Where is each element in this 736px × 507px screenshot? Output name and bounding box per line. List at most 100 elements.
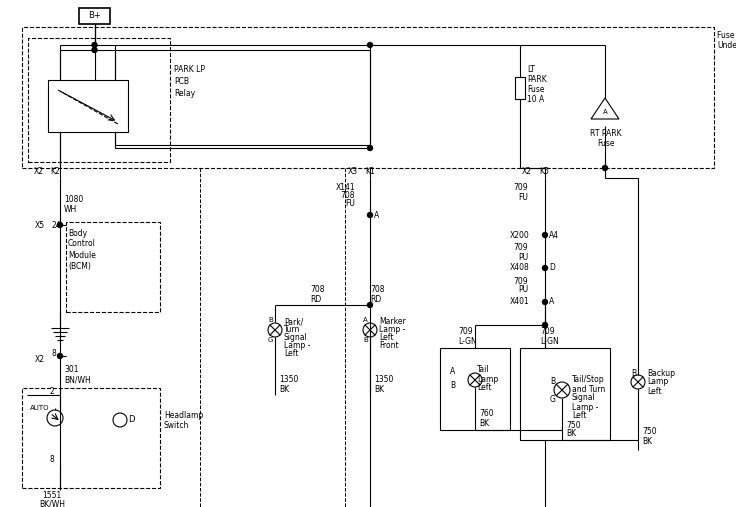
Text: 8: 8 — [49, 455, 54, 464]
Text: Left: Left — [572, 412, 587, 420]
Text: BK: BK — [479, 418, 489, 427]
Text: 10 A: 10 A — [527, 95, 544, 104]
Text: 301: 301 — [64, 366, 79, 375]
Text: FU: FU — [345, 199, 355, 208]
Bar — [28, 38, 170, 162]
Text: PU: PU — [518, 285, 528, 295]
Text: 709: 709 — [514, 243, 528, 252]
Text: G: G — [549, 394, 555, 404]
Circle shape — [92, 43, 97, 48]
Circle shape — [57, 353, 63, 358]
Text: X3: X3 — [348, 167, 358, 176]
Circle shape — [542, 266, 548, 271]
Text: RD: RD — [370, 296, 381, 305]
Circle shape — [603, 165, 607, 170]
Text: X408: X408 — [510, 264, 530, 272]
Text: X200: X200 — [510, 231, 530, 239]
Text: K1: K1 — [365, 167, 375, 176]
Text: Fuse: Fuse — [597, 138, 615, 148]
Text: PU: PU — [518, 252, 528, 262]
Text: D: D — [549, 264, 555, 272]
Text: A: A — [364, 317, 368, 323]
Text: BK: BK — [279, 385, 289, 394]
Text: A: A — [603, 109, 607, 115]
Text: A: A — [450, 368, 456, 377]
Bar — [515, 77, 525, 99]
Text: X401: X401 — [510, 298, 530, 307]
Text: 708: 708 — [341, 191, 355, 199]
Text: 750: 750 — [566, 420, 581, 429]
Circle shape — [92, 48, 97, 53]
Text: Left: Left — [284, 348, 299, 357]
Circle shape — [542, 322, 548, 328]
Text: Lamp -: Lamp - — [284, 341, 311, 349]
Text: B: B — [450, 380, 455, 389]
Text: Lamp -: Lamp - — [379, 324, 406, 334]
Text: L-GN: L-GN — [458, 337, 477, 345]
Text: L-GN: L-GN — [540, 337, 559, 345]
Text: PARK LP: PARK LP — [174, 65, 205, 75]
Text: LT: LT — [527, 65, 535, 75]
Text: A4: A4 — [549, 231, 559, 239]
Text: G: G — [268, 337, 273, 343]
Text: Tail: Tail — [477, 366, 489, 375]
Text: 708: 708 — [370, 285, 384, 295]
Text: WH: WH — [64, 205, 77, 214]
Bar — [48, 80, 128, 132]
Text: 1350: 1350 — [279, 376, 298, 384]
Text: B: B — [631, 369, 636, 378]
Text: B+: B+ — [88, 12, 101, 20]
Circle shape — [367, 43, 372, 48]
Text: Underhood: Underhood — [717, 42, 736, 51]
Text: 709: 709 — [458, 328, 473, 337]
Circle shape — [57, 223, 63, 228]
Text: Headlamp: Headlamp — [164, 411, 203, 419]
Text: 2: 2 — [49, 387, 54, 396]
Text: PARK: PARK — [527, 76, 547, 85]
Text: Signal: Signal — [284, 333, 308, 342]
Text: Relay: Relay — [174, 89, 195, 97]
Text: BK: BK — [374, 385, 384, 394]
Text: 1080: 1080 — [64, 196, 83, 204]
Text: Park/: Park/ — [284, 317, 303, 327]
Text: RD: RD — [310, 296, 321, 305]
Text: Tail/Stop: Tail/Stop — [572, 376, 605, 384]
Text: 709: 709 — [540, 328, 555, 337]
Text: X5: X5 — [35, 221, 45, 230]
Text: X2: X2 — [35, 355, 45, 365]
Text: AUTO: AUTO — [30, 405, 49, 411]
Text: Left: Left — [647, 386, 662, 395]
Text: RT PARK: RT PARK — [590, 128, 622, 137]
Text: BK/WH: BK/WH — [39, 499, 65, 507]
Circle shape — [542, 300, 548, 305]
Text: 24: 24 — [52, 221, 62, 230]
Bar — [22, 27, 714, 168]
Text: K5: K5 — [539, 167, 549, 176]
Text: Fuse Block -: Fuse Block - — [717, 30, 736, 40]
Text: Backup: Backup — [647, 369, 675, 378]
Text: Module: Module — [68, 250, 96, 260]
Text: 8: 8 — [52, 348, 57, 357]
Text: Front: Front — [379, 341, 399, 349]
Bar — [66, 222, 160, 312]
Text: BK: BK — [642, 437, 652, 446]
Text: BK: BK — [566, 429, 576, 439]
Text: 1350: 1350 — [374, 376, 393, 384]
Text: Left: Left — [379, 333, 394, 342]
Text: Signal: Signal — [572, 393, 595, 403]
Polygon shape — [591, 98, 619, 119]
Text: 709: 709 — [514, 276, 528, 285]
Text: 760: 760 — [479, 410, 494, 418]
Text: 708: 708 — [310, 285, 325, 295]
Text: Lamp: Lamp — [477, 375, 498, 383]
Text: D: D — [128, 416, 135, 424]
Text: Lamp -: Lamp - — [572, 403, 598, 412]
Text: and Turn: and Turn — [572, 384, 605, 393]
Text: X2: X2 — [522, 167, 532, 176]
Bar — [520, 348, 610, 440]
Circle shape — [542, 233, 548, 237]
Text: A: A — [549, 298, 554, 307]
Text: FU: FU — [518, 193, 528, 201]
Bar — [22, 388, 160, 488]
Text: 750: 750 — [642, 427, 657, 437]
